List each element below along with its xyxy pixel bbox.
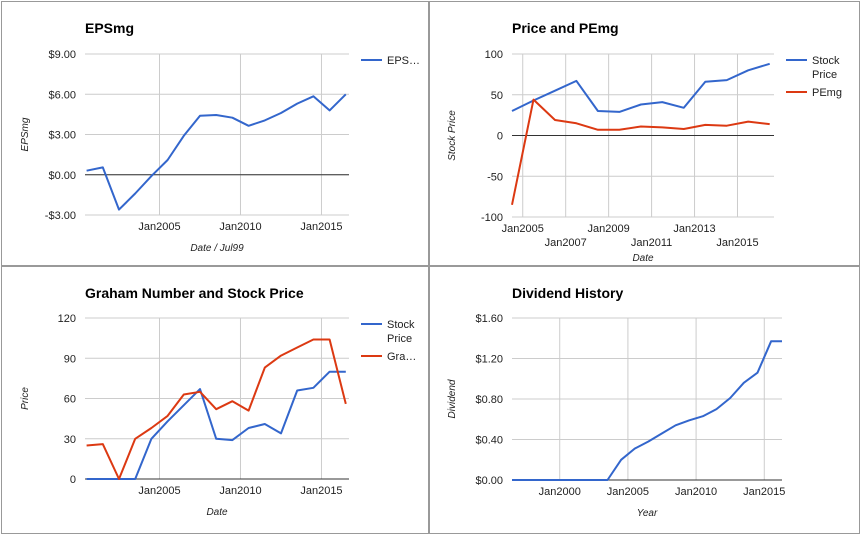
y-axis-label: Dividend	[447, 379, 458, 418]
x-tick-label: Jan2011	[631, 237, 672, 249]
chart-title: EPSmg	[85, 20, 134, 36]
y-tick-label: 90	[64, 353, 76, 365]
y-tick-label: $0.80	[475, 394, 503, 406]
price-pe-chart: Price and PEmg100500-50-100Jan2005Jan200…	[447, 20, 842, 264]
x-tick-label: Jan2015	[716, 237, 758, 249]
legend-label: EPS…	[387, 55, 420, 67]
y-tick-label: -$3.00	[45, 210, 76, 222]
series-line-stock-price	[511, 62, 770, 113]
x-tick-label: Jan2000	[539, 486, 581, 498]
x-tick-label: Jan2009	[588, 223, 630, 235]
x-tick-label: Jan2005	[138, 221, 180, 233]
x-tick-label: Jan2015	[300, 485, 342, 497]
dividend-chart: Dividend History $1.60 $1.20 $0.80 $0.40 $0.0…	[447, 285, 785, 519]
x-tick-label: Jan2005	[138, 485, 180, 497]
legend-label: Gra…	[387, 351, 416, 363]
x-axis-label: Date	[206, 507, 228, 518]
x-tick-label: Jan2015	[743, 486, 785, 498]
x-tick-label: Jan2010	[219, 485, 261, 497]
legend-label: Price	[387, 333, 412, 345]
y-tick-label: $0.40	[475, 435, 503, 447]
series-line-pemg	[511, 98, 770, 206]
x-tick-label: Jan2010	[675, 486, 717, 498]
y-tick-label: 60	[64, 394, 76, 406]
y-tick-label: $9.00	[48, 49, 76, 61]
y-tick-label: $3.00	[48, 130, 76, 142]
dividend-chart-panel: Dividend History $1.60 $1.20 $0.80 $0.40 $0.0…	[429, 266, 860, 534]
x-tick-label: Jan2013	[673, 223, 715, 235]
series-line-dividend	[512, 340, 782, 481]
graham-chart-panel: Graham Number and Stock Price 120 90 60 30 0 J…	[1, 266, 429, 534]
x-tick-label: Jan2015	[300, 221, 342, 233]
y-tick-label: 0	[70, 474, 76, 486]
y-tick-label: $0.00	[475, 475, 503, 487]
y-tick-label: $1.60	[475, 313, 503, 325]
x-tick-label: Jan2005	[502, 223, 544, 235]
x-axis-label: Date	[632, 253, 654, 264]
legend-label: PEmg	[812, 87, 842, 99]
y-tick-label: $0.00	[48, 170, 76, 182]
chart-title: Dividend History	[512, 285, 623, 301]
x-axis-label: Date / Jul99	[190, 243, 244, 254]
legend-label: Price	[812, 69, 837, 81]
series-line-stock-price	[86, 370, 346, 480]
chart-title: Graham Number and Stock Price	[85, 285, 304, 301]
y-tick-label: 0	[497, 131, 503, 143]
chart-title: Price and PEmg	[512, 20, 619, 36]
y-axis-label: Price	[20, 387, 31, 410]
graham-chart: Graham Number and Stock Price 120 90 60 30 0 J…	[20, 285, 416, 518]
y-tick-label: $6.00	[48, 89, 76, 101]
series-line-epsmg	[86, 93, 347, 211]
x-axis-label: Year	[637, 508, 658, 519]
legend-label: Stock	[387, 319, 415, 331]
y-tick-label: -100	[481, 212, 503, 224]
x-tick-label: Jan2007	[545, 237, 587, 249]
y-tick-label: 100	[485, 49, 503, 61]
y-tick-label: 120	[58, 313, 76, 325]
y-axis-label: EPSmg	[20, 117, 31, 151]
series-line-graham-number	[86, 338, 347, 480]
y-tick-label: 50	[491, 90, 503, 102]
x-tick-label: Jan2010	[219, 221, 261, 233]
y-tick-label: $1.20	[475, 354, 503, 366]
eps-chart: EPSmg $9.00 $6.00 $3.00 $0.00 -$3.00 Jan2005 Ja…	[20, 20, 420, 254]
legend-label: Stock	[812, 55, 840, 67]
y-tick-label: 30	[64, 434, 76, 446]
y-tick-label: -50	[487, 171, 503, 183]
eps-chart-panel: EPSmg $9.00 $6.00 $3.00 $0.00 -$3.00 Jan2005 Ja…	[1, 1, 429, 266]
y-axis-label: Stock Price	[447, 110, 458, 161]
price-pe-chart-panel: Price and PEmg 100 50 0 -50 -100 Jan2005 Jan200…	[429, 1, 860, 266]
x-tick-label: Jan2005	[607, 486, 649, 498]
